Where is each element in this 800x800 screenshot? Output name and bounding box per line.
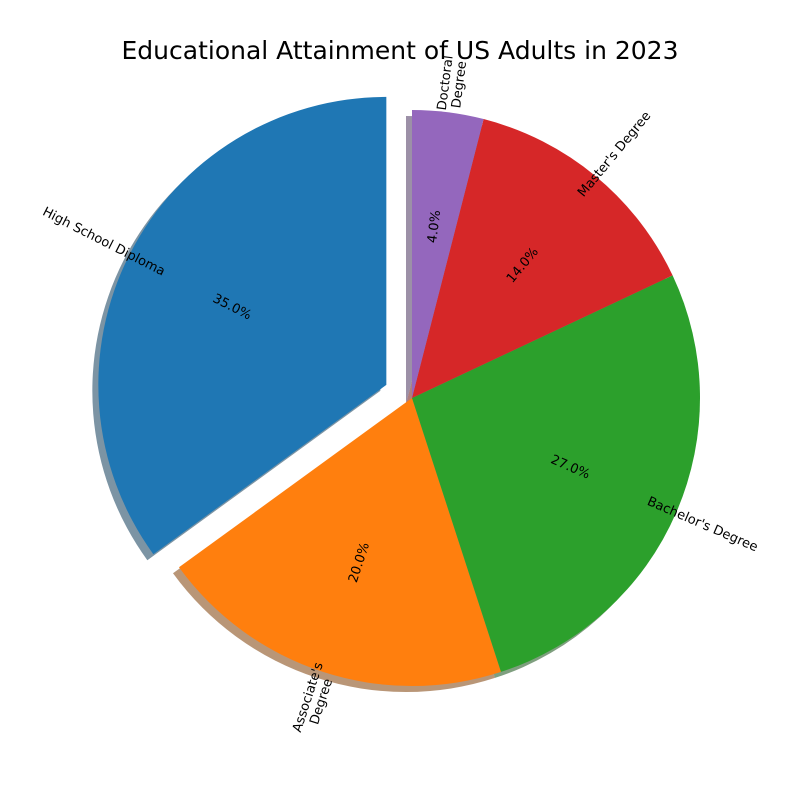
chart-title: Educational Attainment of US Adults in 2…	[122, 36, 679, 65]
slice-high-school-diploma	[98, 96, 387, 555]
slice-label-doctoral-degree-line: Degree	[449, 60, 470, 109]
slice-bachelor-s-degree	[412, 275, 700, 672]
slice-doctoral-degree	[412, 110, 484, 398]
slice-label-doctoral-degree: DoctoralDegree	[435, 55, 471, 113]
pct-label-doctoral-degree: 4.0%	[425, 209, 444, 244]
slice-label-master-s-degree: Master's Degree	[575, 109, 654, 200]
slice-label-doctoral-degree-line: Doctoral	[435, 55, 457, 112]
pie-slices	[98, 96, 700, 686]
slice-associate-s-degree	[179, 398, 501, 686]
slice-label-master-s-degree-line: Master's Degree	[575, 109, 654, 200]
slice-master-s-degree	[412, 119, 673, 399]
